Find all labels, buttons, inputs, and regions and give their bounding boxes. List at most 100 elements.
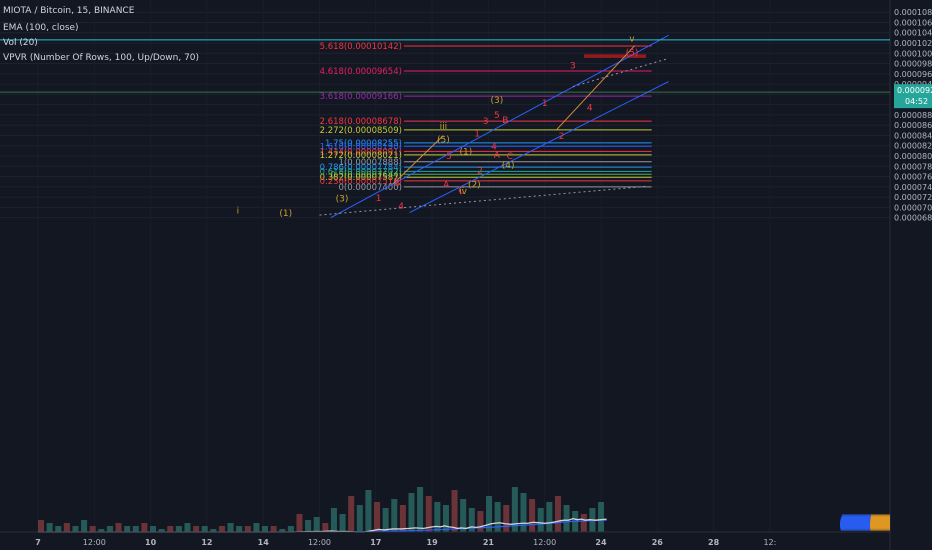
y-tick-label: 0.00010000 bbox=[894, 49, 932, 58]
volume-bar bbox=[46, 523, 53, 532]
chart-title: MIOTA / Bitcoin, 15, BINANCE bbox=[3, 6, 135, 16]
fib-label: 3.618(0.00009166) bbox=[320, 92, 402, 102]
vpvr-bar-down bbox=[870, 514, 890, 518]
fib-label: 1.618(0.00008190) bbox=[320, 142, 402, 152]
volume-bar bbox=[468, 508, 475, 532]
wave-label: i bbox=[237, 207, 240, 217]
wave-label: (3) bbox=[490, 96, 503, 106]
volume-bar bbox=[598, 502, 605, 532]
x-tick-label: 21 bbox=[483, 538, 495, 547]
volume-bar bbox=[520, 493, 527, 532]
y-tick-label: 0.00007200 bbox=[894, 193, 932, 202]
volume-bar bbox=[89, 526, 96, 532]
current-price-badge: 0.00009243 04:52 bbox=[894, 84, 932, 109]
y-tick-label: 0.00008200 bbox=[894, 142, 932, 151]
fib-label: 0.618(0.00007702) bbox=[320, 167, 402, 177]
volume-bar bbox=[236, 526, 243, 532]
y-tick-label: 0.00008400 bbox=[894, 131, 932, 140]
current-price-value: 0.00009243 bbox=[897, 86, 932, 95]
time-axis[interactable]: 7 12:00 10 12 14 12:00 17 19 21 12:00 24 26 28 12: bbox=[0, 531, 890, 547]
wave-label: iv bbox=[459, 187, 468, 197]
vpvr-histogram bbox=[840, 514, 890, 531]
y-tick-label: 0.00010400 bbox=[894, 29, 932, 38]
price-axis[interactable]: 0.00006800 0.000070000.000072000.00007400… bbox=[894, 8, 932, 222]
wave-label: 5 bbox=[494, 111, 500, 121]
x-tick-label: 12:00 bbox=[308, 538, 331, 547]
current-price-box bbox=[894, 84, 932, 109]
fib-label: 1(0.00007888) bbox=[339, 158, 402, 168]
wave-label: 1 bbox=[542, 99, 548, 109]
y-tick-label: 0.00007800 bbox=[894, 162, 932, 171]
volume-bar bbox=[339, 514, 346, 532]
x-tick-label: 24 bbox=[595, 538, 607, 547]
volume-bar bbox=[511, 487, 518, 532]
wave-label: 4 bbox=[587, 103, 593, 113]
volume-bar bbox=[313, 517, 320, 532]
price-series bbox=[38, 517, 607, 533]
y-tick-label: 0.00006800 bbox=[894, 214, 932, 223]
fib-label: 2.272(0.00008509) bbox=[320, 126, 402, 136]
fib-label: 0.786(0.00007784) bbox=[320, 163, 402, 173]
volume-bar bbox=[244, 526, 251, 532]
volume-bar bbox=[158, 529, 165, 532]
fib-label: 2.618(0.00008678) bbox=[320, 117, 402, 127]
y-tick-label: 0.00007400 bbox=[894, 183, 932, 192]
wave-label: 1 bbox=[376, 194, 382, 204]
volume-bar bbox=[356, 505, 363, 532]
indicator-vpvr: VPVR (Number Of Rows, 100, Up/Down, 70) bbox=[3, 53, 199, 63]
wave-label: (2) bbox=[468, 180, 481, 190]
wave-label: (5) bbox=[437, 136, 450, 146]
volume-bar bbox=[270, 526, 277, 532]
volume-bar bbox=[98, 529, 105, 532]
volume-bar bbox=[537, 508, 544, 532]
y-tick-label: 0.00009800 bbox=[894, 60, 932, 69]
x-tick-label: 14 bbox=[258, 538, 270, 547]
x-tick-label: 12: bbox=[763, 538, 776, 547]
wave-label: (4) bbox=[502, 161, 515, 171]
fib-label: 0(0.00007400) bbox=[339, 183, 402, 193]
fib-label: 1.75(0.00008255) bbox=[325, 139, 402, 149]
x-tick-label: 28 bbox=[708, 538, 720, 547]
volume-bar bbox=[72, 526, 79, 532]
fib-label: 1.414(0.00008091) bbox=[320, 147, 402, 157]
volume-bar bbox=[227, 523, 234, 532]
fibonacci-levels: 5.618(0.00010142) 4.618(0.00009654) 3.618(… bbox=[320, 42, 652, 193]
wave-label: (1) bbox=[460, 147, 473, 157]
volume-bar bbox=[382, 508, 389, 532]
volume-bar bbox=[477, 511, 484, 532]
chart-legend: MIOTA / Bitcoin, 15, BINANCE EMA (100, c… bbox=[3, 6, 199, 63]
volume-bar bbox=[124, 526, 131, 532]
volume-bar bbox=[434, 502, 441, 532]
trend-channels bbox=[0, 34, 890, 219]
y-tick-label: 0.00007600 bbox=[894, 173, 932, 182]
x-tick-label: 10 bbox=[145, 538, 157, 547]
volume-bar bbox=[81, 520, 88, 532]
volume-bar bbox=[399, 505, 406, 532]
volume-bar bbox=[115, 523, 122, 532]
fib-label: 0.236(0.00007516) bbox=[320, 177, 402, 187]
volume-bar bbox=[201, 526, 208, 532]
volume-bar bbox=[486, 496, 493, 532]
vpvr-bar-up bbox=[842, 514, 871, 518]
x-tick-label: 12 bbox=[201, 538, 212, 547]
x-tick-label: 19 bbox=[427, 538, 439, 547]
ema-line bbox=[330, 519, 607, 533]
wave-label: 1 bbox=[474, 129, 480, 139]
volume-bar bbox=[210, 529, 217, 532]
volume-bar bbox=[417, 487, 424, 532]
fib-label: 5.618(0.00010142) bbox=[320, 42, 402, 52]
price-path bbox=[38, 517, 607, 533]
wave-label: 3 bbox=[394, 179, 400, 189]
volume-bar bbox=[546, 502, 553, 532]
y-tick-label: 0.00007000 bbox=[894, 203, 932, 212]
volume-bar bbox=[503, 505, 510, 532]
volume-bar bbox=[391, 499, 398, 532]
volume-bar bbox=[425, 496, 432, 532]
target-zone bbox=[584, 54, 647, 58]
wave-label: (3) bbox=[336, 195, 349, 205]
wave-line bbox=[555, 45, 636, 131]
y-tick-label: 0.00010800 bbox=[894, 8, 932, 17]
